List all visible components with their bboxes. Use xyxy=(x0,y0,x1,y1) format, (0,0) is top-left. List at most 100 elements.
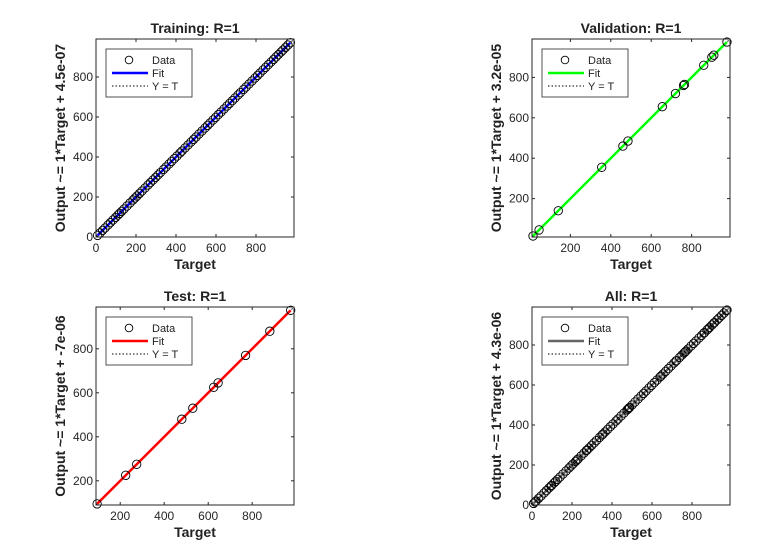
legend-data-label: Data xyxy=(588,323,612,335)
data-point xyxy=(92,230,103,241)
data-point xyxy=(670,88,681,99)
data-point xyxy=(707,52,717,62)
legend-identity-label: Y = T xyxy=(588,349,614,361)
data-point xyxy=(177,414,187,424)
data-point xyxy=(709,50,719,60)
data-point xyxy=(678,80,689,91)
data-point xyxy=(638,388,649,399)
data-point xyxy=(216,107,226,117)
x-tick-label: 600 xyxy=(642,509,662,523)
data-point xyxy=(278,45,288,55)
y-tick-label: 200 xyxy=(73,190,93,204)
data-point xyxy=(539,488,549,498)
y-tick-label: 600 xyxy=(509,111,529,125)
y-tick-label: 0 xyxy=(86,230,93,244)
legend-fit-label: Fit xyxy=(588,68,600,80)
y-tick-label: 800 xyxy=(509,338,529,352)
y-tick-label: 200 xyxy=(509,192,529,206)
data-point xyxy=(252,70,263,81)
data-point xyxy=(549,478,559,488)
data-point xyxy=(183,140,193,150)
data-point xyxy=(602,424,613,435)
data-point xyxy=(613,414,623,424)
legend-fit-label: Fit xyxy=(152,68,164,80)
chart-title: Test: R=1 xyxy=(164,288,227,304)
data-point xyxy=(153,170,163,180)
data-point xyxy=(180,143,190,153)
axes-box xyxy=(95,38,295,238)
data-point xyxy=(683,344,693,354)
x-tick-label: 600 xyxy=(641,241,661,255)
data-point xyxy=(646,380,657,391)
data-point xyxy=(119,204,129,214)
data-point xyxy=(553,206,563,216)
data-point xyxy=(691,336,701,346)
data-point xyxy=(238,84,249,95)
x-axis-label: Target xyxy=(174,524,216,540)
data-point xyxy=(722,37,732,47)
data-point xyxy=(145,177,156,188)
data-point xyxy=(227,95,238,106)
data-point xyxy=(552,474,563,485)
data-point xyxy=(250,73,260,83)
data-point xyxy=(155,167,166,178)
x-tick-label: 600 xyxy=(198,509,218,523)
data-point xyxy=(658,369,668,379)
data-point xyxy=(641,386,651,396)
data-point xyxy=(533,493,544,504)
legend-fit-label: Fit xyxy=(588,336,600,348)
data-point xyxy=(247,76,257,86)
data-point xyxy=(148,175,158,185)
data-point xyxy=(113,210,123,220)
axes-box xyxy=(531,306,731,506)
data-point xyxy=(213,378,223,388)
axes-box xyxy=(531,38,731,238)
data-point xyxy=(579,448,589,458)
x-tick-label: 800 xyxy=(246,241,266,255)
data-point xyxy=(636,391,646,401)
data-point xyxy=(663,363,674,374)
data-point xyxy=(137,186,147,196)
x-tick-label: 600 xyxy=(206,241,226,255)
x-tick-label: 400 xyxy=(154,509,174,523)
data-point xyxy=(175,148,185,158)
data-point xyxy=(699,60,709,70)
y-tick-label: 400 xyxy=(509,151,529,165)
data-point xyxy=(263,59,274,70)
data-point xyxy=(172,151,182,161)
data-point xyxy=(624,402,635,413)
data-point xyxy=(616,411,626,421)
chart-panel-3: 0 200 400 600 800 0 200 400 600 800 All: R=1 Target… xyxy=(488,288,732,540)
x-tick-label: 800 xyxy=(682,509,702,523)
data-point xyxy=(286,305,296,315)
chart-title: Validation: R=1 xyxy=(581,20,682,36)
data-point xyxy=(235,87,246,98)
data-point xyxy=(166,156,177,167)
data-point xyxy=(140,183,150,193)
data-point xyxy=(121,470,131,480)
chart-panel-0: 0 200 400 600 800 0 200 400 600 800 Training: R=1 T… xyxy=(52,20,296,272)
data-point xyxy=(679,79,690,90)
y-tick-label: 600 xyxy=(509,378,529,392)
data-point xyxy=(694,333,704,343)
y-tick-label: 800 xyxy=(73,342,93,356)
y-tick-label: 0 xyxy=(522,498,529,512)
data-point xyxy=(530,497,540,507)
data-point xyxy=(213,109,224,120)
data-point xyxy=(100,223,110,233)
data-point xyxy=(271,52,281,62)
data-point xyxy=(707,320,717,330)
data-point xyxy=(266,57,276,67)
data-point xyxy=(219,104,229,114)
data-point xyxy=(116,206,127,217)
data-point xyxy=(597,162,607,172)
data-point xyxy=(597,430,607,440)
chart-panel-2: 200 400 600 800 200 400 600 800 Test: R=1 Target O… xyxy=(52,288,296,540)
data-point xyxy=(719,308,729,318)
data-point xyxy=(649,377,660,388)
data-point xyxy=(702,325,712,335)
data-point xyxy=(660,366,671,377)
data-point xyxy=(633,394,643,404)
y-tick-label: 200 xyxy=(73,474,93,488)
